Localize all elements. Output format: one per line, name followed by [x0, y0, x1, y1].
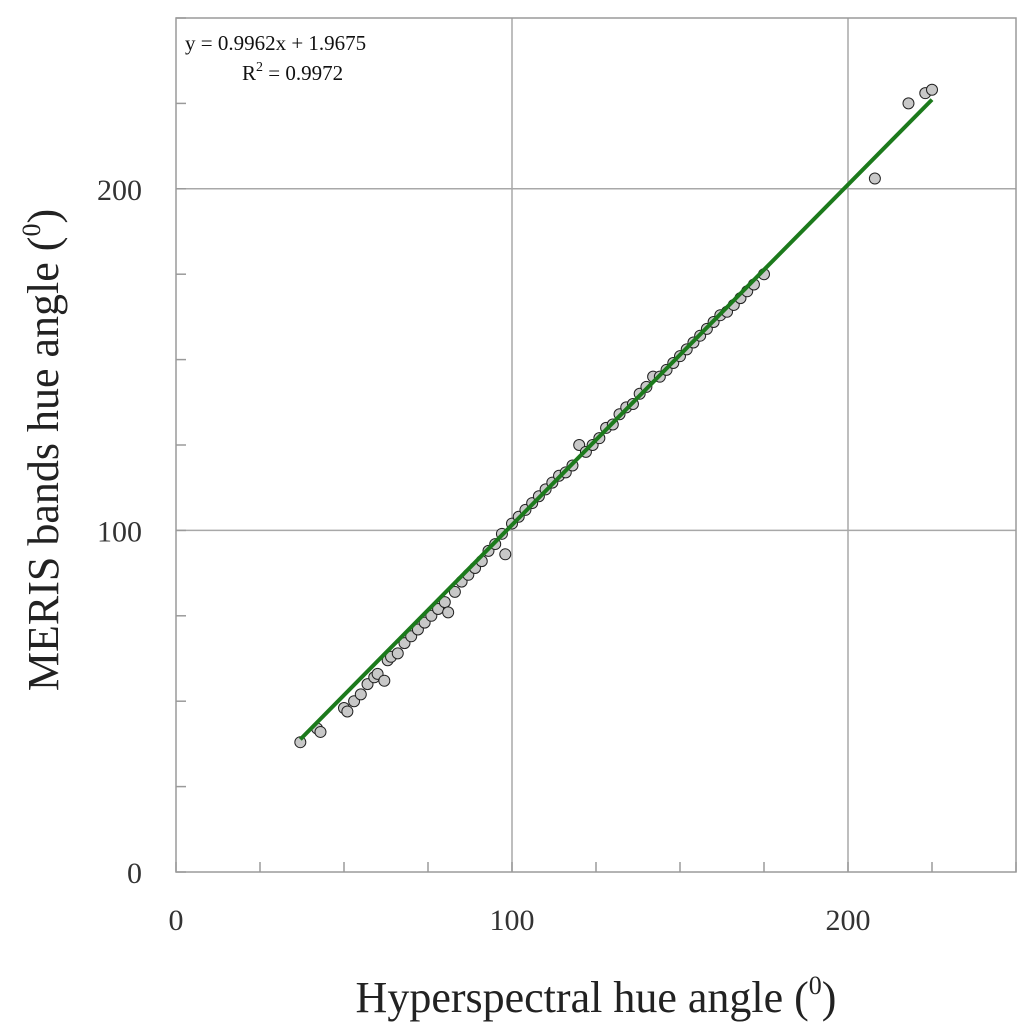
y-tick-label: 0	[127, 857, 142, 890]
y-tick-label: 200	[97, 174, 142, 207]
y-axis-title-sup: 0	[17, 224, 46, 237]
data-point	[442, 606, 455, 619]
x-axis-title-main: Hyperspectral hue angle (	[356, 973, 809, 1022]
data-point	[378, 674, 391, 687]
data-point	[341, 705, 354, 718]
r-squared-value: = 0.9972	[263, 61, 343, 85]
data-point	[499, 548, 512, 561]
x-tick-label: 100	[490, 904, 535, 937]
data-point	[314, 725, 327, 738]
r-squared-prefix: R	[242, 61, 256, 85]
y-tick-label: 100	[97, 515, 142, 548]
data-point	[926, 83, 938, 96]
data-point	[354, 688, 367, 701]
tick-layer	[175, 17, 1017, 873]
equation-text: y = 0.9962x + 1.9675	[185, 31, 366, 55]
grid-layer	[176, 18, 1016, 872]
tick-label-layer: 0 100 200 0 100 200	[97, 174, 871, 937]
r-squared-sup: 2	[256, 60, 263, 75]
data-point	[902, 97, 915, 110]
x-axis-title-sup: 0	[809, 971, 822, 1000]
data-point	[448, 585, 461, 598]
x-axis-title: Hyperspectral hue angle (0)	[356, 971, 837, 1022]
x-tick-label: 0	[169, 904, 184, 937]
r-squared-text: R2 = 0.9972	[242, 60, 343, 85]
data-point	[391, 647, 404, 660]
y-axis-title-end: )	[19, 209, 68, 224]
x-tick-label: 200	[826, 904, 871, 937]
data-point	[868, 172, 881, 185]
equation-annotation: y = 0.9962x + 1.9675 R2 = 0.9972	[185, 31, 366, 85]
fit-line	[298, 98, 934, 741]
y-axis-title-main: MERIS bands hue angle (	[19, 237, 68, 692]
x-axis-title-end: )	[822, 973, 837, 1022]
y-axis-title: MERIS bands hue angle (0)	[17, 209, 68, 691]
